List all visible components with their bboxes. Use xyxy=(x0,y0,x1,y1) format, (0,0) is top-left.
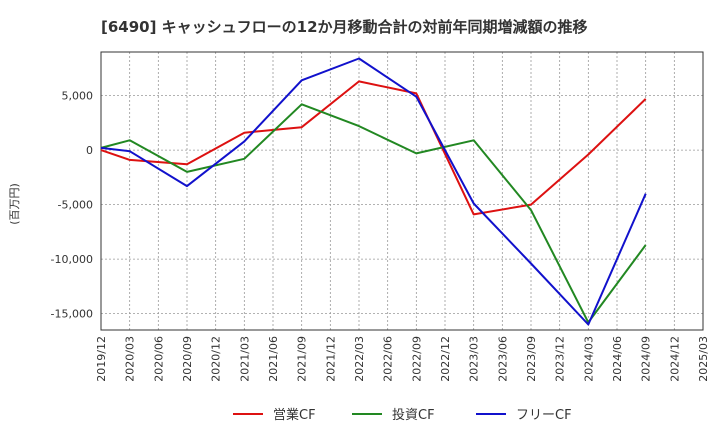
plot-frame xyxy=(100,51,704,331)
y-tick-label: 5,000 xyxy=(62,90,94,103)
legend: 営業CF 投資CF フリーCF xyxy=(233,407,572,423)
legend-label: 投資CF xyxy=(392,407,435,423)
x-tick-label: 2023/03 xyxy=(468,336,481,382)
x-tick-label: 2019/12 xyxy=(95,336,108,382)
x-tick-label: 2022/12 xyxy=(439,336,452,382)
x-tick-label: 2020/09 xyxy=(181,336,194,382)
y-tick-label: -10,000 xyxy=(51,253,93,266)
x-tick-label: 2021/03 xyxy=(238,336,251,382)
y-tick-label: 0 xyxy=(86,144,93,157)
x-axis-ticks: 2019/12 2020/03 2020/06 2020/09 2020/12 2021/… xyxy=(95,336,710,382)
x-tick-label: 2020/06 xyxy=(152,336,165,382)
series-line xyxy=(100,80,647,216)
legend-label: フリーCF xyxy=(516,408,572,423)
y-axis-ticks: 5,000 0 -5,000 -10,000 -15,000 xyxy=(51,90,93,321)
chart-title: [6490] キャッシュフローの12か月移動合計の対前年同期増減額の推移 xyxy=(101,18,588,36)
x-tick-label: 2024/06 xyxy=(611,336,624,382)
x-tick-label: 2023/06 xyxy=(496,336,509,382)
x-tick-label: 2020/12 xyxy=(210,336,223,382)
legend-label: 営業CF xyxy=(273,407,316,423)
x-tick-label: 2023/09 xyxy=(525,336,538,382)
series-line xyxy=(100,57,647,326)
x-tick-label: 2022/03 xyxy=(353,336,366,382)
x-tick-label: 2024/12 xyxy=(668,336,681,382)
y-tick-label: -5,000 xyxy=(58,199,93,212)
x-tick-label: 2021/06 xyxy=(267,336,280,382)
x-tick-label: 2024/09 xyxy=(640,336,653,382)
y-tick-label: -15,000 xyxy=(51,308,93,321)
x-tick-label: 2022/06 xyxy=(382,336,395,382)
series-line xyxy=(100,103,647,324)
grid xyxy=(101,52,703,330)
x-tick-label: 2021/12 xyxy=(324,336,337,382)
x-tick-label: 2023/12 xyxy=(554,336,567,382)
series-lines xyxy=(100,57,647,326)
x-tick-label: 2025/03 xyxy=(697,336,710,382)
x-tick-label: 2022/09 xyxy=(410,336,423,382)
x-tick-label: 2021/09 xyxy=(296,336,309,382)
x-tick-label: 2024/03 xyxy=(582,336,595,382)
x-tick-label: 2020/03 xyxy=(124,336,137,382)
y-axis-label: (百万円) xyxy=(8,183,21,225)
